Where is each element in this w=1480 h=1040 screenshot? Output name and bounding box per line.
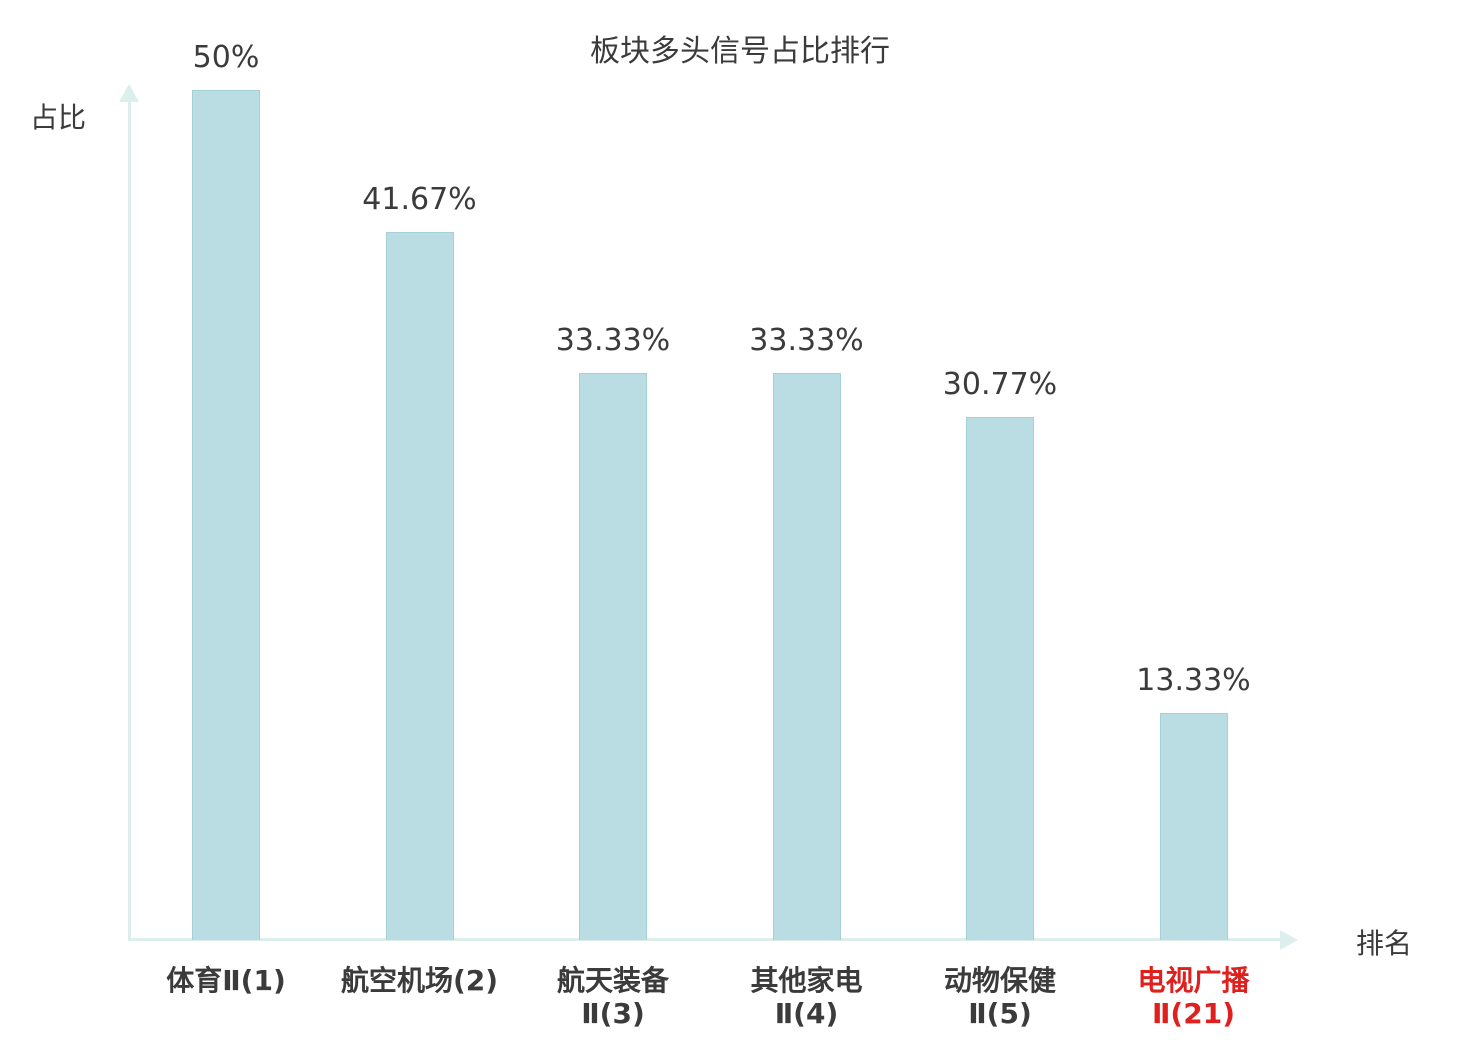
bar-value-label-5: 13.33% [1136, 663, 1251, 698]
bar-category-label-5: 电视广播 Ⅱ(21) [1137, 964, 1250, 1030]
bar-category-label-4: 动物保健 Ⅱ(5) [943, 964, 1056, 1030]
bar-4 [966, 417, 1034, 940]
chart-title: 板块多头信号占比排行 [590, 34, 890, 69]
x-axis-line [128, 938, 1282, 941]
bar-value-label-1: 41.67% [362, 182, 477, 217]
y-axis-label: 占比 [30, 101, 87, 134]
bar-value-label-3: 33.33% [749, 323, 864, 358]
bar-category-label-0: 体育Ⅱ(1) [166, 964, 286, 997]
bar-value-label-0: 50% [192, 40, 260, 75]
x-axis-label: 排名 [1356, 927, 1413, 960]
bar-category-label-3: 其他家电 Ⅱ(4) [750, 964, 863, 1030]
x-axis-arrow-icon [1280, 930, 1298, 950]
bar-category-label-2: 航天装备 Ⅱ(3) [556, 964, 669, 1030]
y-axis-line [128, 100, 131, 940]
bar-value-label-2: 33.33% [555, 323, 671, 358]
bar-0 [192, 90, 260, 940]
bar-3 [772, 373, 841, 940]
bar-value-label-4: 30.77% [942, 367, 1058, 402]
bar-5 [1159, 713, 1228, 940]
y-axis-arrow-icon [119, 84, 139, 102]
bar-category-label-1: 航空机场(2) [340, 964, 499, 997]
bar-2 [579, 373, 647, 940]
bar-1 [385, 232, 454, 940]
